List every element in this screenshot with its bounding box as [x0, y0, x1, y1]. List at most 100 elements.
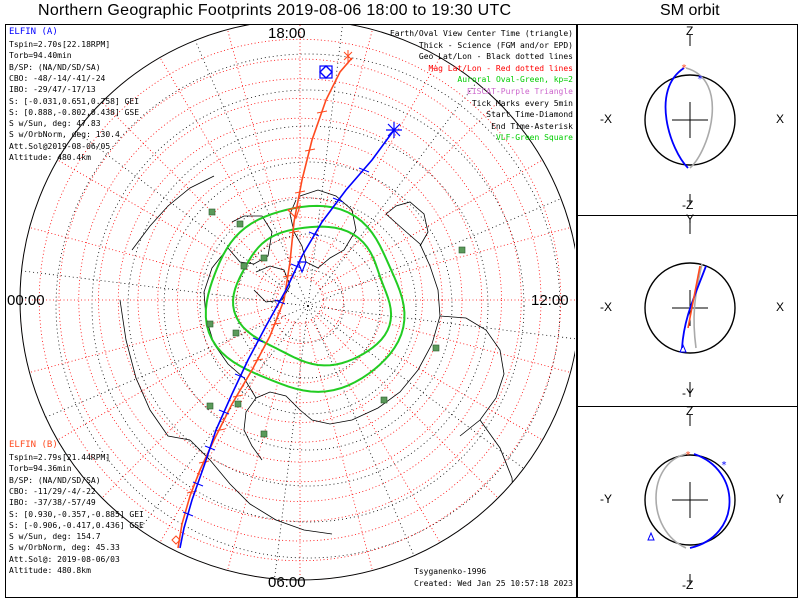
elfin-b-tick: [282, 274, 294, 278]
geo-lat-circle: [235, 233, 381, 379]
elfin-b-end-asterisk: [343, 50, 353, 62]
clock-label-left: 00:00: [7, 292, 45, 309]
mag-lat-circle: [216, 216, 384, 384]
sm-end-asterisk-a: *: [721, 460, 727, 471]
mag-meridian: [139, 318, 290, 578]
mag-meridian: [20, 305, 279, 384]
sm-end-asterisk: *: [685, 450, 691, 461]
sm-axis-label-left: -Y: [600, 492, 612, 506]
clock-label-right: 12:00: [531, 292, 569, 309]
earth-circle: [644, 262, 736, 354]
elfin-a-tick: [332, 197, 344, 203]
sm-axis-label-right: Y: [776, 492, 785, 506]
sm-orbit-elfin-a: [681, 265, 707, 349]
vlf-station-marker: [234, 400, 242, 408]
mag-meridian: [73, 73, 285, 285]
mag-lat-circle: [157, 157, 443, 443]
geo-meridian: [115, 305, 309, 562]
mag-meridian: [310, 318, 461, 578]
legend-item: Tick Marks every 5min: [471, 98, 573, 108]
sm-orbit-gray: [655, 453, 687, 549]
elfin-a-tick: [358, 167, 370, 173]
mag-meridian: [73, 315, 285, 527]
model-label: Tsyganenko-1996: [414, 567, 487, 576]
legend-item: Earth/Oval View Center Time (triangle): [389, 29, 573, 38]
vlf-station-marker: [206, 320, 214, 328]
elfin-b-line: CBO: -11/29/-4/-22: [9, 486, 96, 496]
vlf-station-marker: [208, 208, 216, 216]
clock-label-top: 18:00: [268, 25, 306, 42]
sm-orbit-gray: [685, 67, 714, 169]
mag-meridian: [20, 216, 279, 295]
elfin-a-line: S: [0.888,-0.802,0.438] GSE: [9, 107, 140, 117]
sm-orbit-plots: ****: [644, 35, 736, 585]
mag-meridian: [216, 321, 295, 580]
elfin-a-tick: [274, 299, 286, 305]
vlf-station-marker: [432, 344, 440, 352]
elfin-a-line: S w/Sun, deg: 47.83: [9, 119, 101, 129]
coastline: [189, 439, 333, 535]
mag-meridian: [310, 25, 461, 282]
elfin-b-line: Tspin=2.79s[21.44RPM]: [9, 453, 111, 462]
legend-item: Auroral Oval-Green, kp=2: [457, 75, 573, 85]
legend-item: Start Time-Diamond: [486, 110, 573, 120]
elfin-b-tick: [304, 148, 316, 152]
mag-meridian: [315, 315, 527, 527]
elfin-a-track: [179, 129, 395, 549]
sm-orbit-title: SM orbit: [660, 2, 720, 19]
globe-limb: [19, 25, 575, 581]
elfin-b-tick: [316, 110, 328, 114]
elfin-b-tick: [232, 394, 244, 398]
elfin-a-line: B/SP: (NA/ND/SD/SA): [9, 62, 101, 72]
sm-axis-label-top: Z: [686, 404, 694, 418]
sm-end-asterisk-a: *: [697, 74, 703, 85]
auroral-oval-outer: [204, 204, 406, 393]
mag-meridian: [318, 310, 575, 461]
elfin-b-tick: [294, 190, 306, 194]
elfin-a-tick: [234, 373, 246, 379]
earth-circle: [644, 454, 736, 546]
elfin-b-tick: [214, 428, 226, 432]
sm-axis-label-top: Z: [686, 24, 694, 38]
elfin-b-tick: [252, 358, 264, 362]
vlf-station-marker: [260, 254, 268, 262]
vlf-station-marker: [380, 396, 388, 404]
legend-item: End Time-Asterisk: [491, 121, 573, 131]
elfin-a-tick: [308, 231, 320, 237]
elfin-b-name: ELFIN (B): [9, 440, 58, 450]
geo-lat-circle: [271, 269, 345, 343]
created-label: Created: Wed Jan 25 10:57:18 2023: [414, 579, 573, 588]
map-frame: [5, 24, 577, 598]
mag-lat-circle: [177, 177, 423, 423]
elfin-a-tick: [192, 481, 204, 487]
mag-meridian: [315, 73, 527, 285]
elfin-a-line: IBO: -29/47/-17/13: [9, 85, 96, 95]
globe-contents: [20, 25, 575, 580]
elfin-b-start-diamond: [171, 535, 181, 545]
coastline: [243, 391, 301, 461]
elfin-b-view-center-triangle: [286, 205, 301, 220]
vlf-station-marker: [232, 329, 240, 337]
polar-map: [19, 25, 575, 581]
vlf-station-marker: [240, 262, 248, 270]
sm-orbit-gray: [693, 263, 703, 349]
elfin-a-line: Torb=94.40min: [9, 51, 72, 61]
mag-meridian: [305, 321, 384, 580]
elfin-a-tick: [252, 337, 264, 343]
sm-axis-label-left: -X: [600, 300, 612, 314]
sm-axis-label-right: X: [776, 112, 785, 126]
elfin-a-tick: [218, 409, 230, 415]
elfin-a-line: Att.Sol@2019-08-06/05: [9, 141, 111, 151]
elfin-b-line: S w/Sun, deg: 154.7: [9, 532, 101, 542]
geo-meridian: [52, 113, 309, 307]
elfin-b-line: S: [-0.906,-0.417,0.436] GSE: [9, 520, 144, 530]
sm-axis-label-bottom: -Z: [682, 198, 694, 212]
geo-meridian: [20, 305, 309, 432]
vlf-station-marker: [458, 246, 466, 254]
elfin-a-name: ELFIN (A): [9, 27, 58, 37]
elfin-b-line: IBO: -37/38/-57/49: [9, 498, 96, 508]
elfin-b-tick: [288, 230, 300, 234]
geo-meridian: [307, 25, 348, 307]
mag-lat-circle: [117, 117, 483, 483]
auroral-oval-inner: [232, 225, 393, 367]
